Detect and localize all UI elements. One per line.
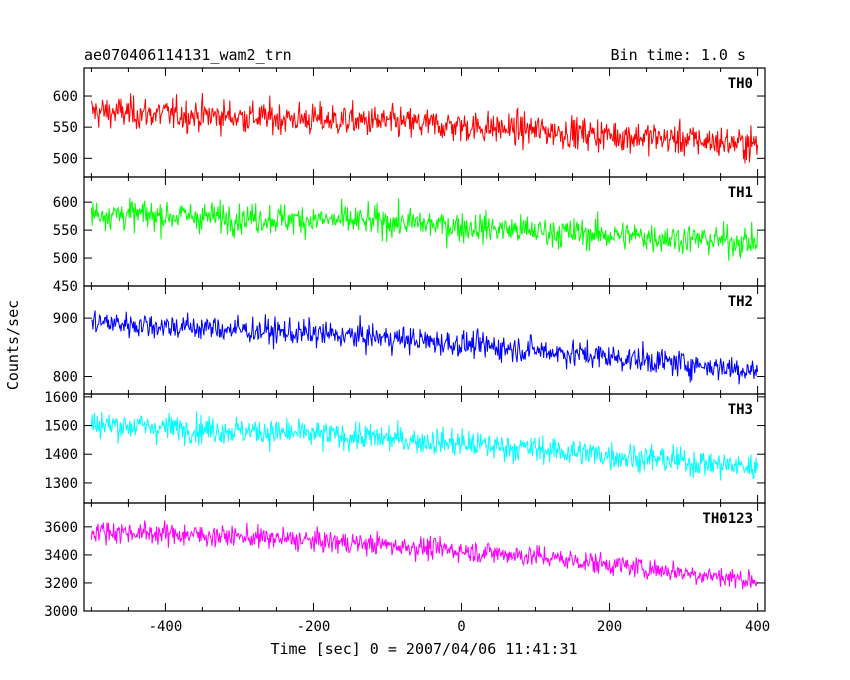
x-tick-label: 200 — [597, 619, 622, 635]
series-th2 — [91, 310, 759, 385]
y-tick-label: 1600 — [44, 390, 78, 406]
y-tick-label: 3200 — [44, 576, 78, 592]
panel-label: TH1 — [728, 185, 753, 201]
y-tick-label: 1300 — [44, 476, 78, 492]
series-th1 — [90, 198, 759, 261]
panel-th0: 500 550 600 TH0 — [53, 67, 766, 178]
y-tick-label: 550 — [53, 223, 78, 239]
panel-th3: 1300 1400 1500 1600 TH3 — [44, 390, 766, 504]
panel-frame — [83, 393, 766, 504]
panel-label: TH2 — [728, 294, 753, 310]
x-axis: -400 -200 0 200 400 — [149, 619, 771, 635]
y-tick-label: 550 — [53, 120, 78, 136]
y-tick-label: 800 — [53, 369, 78, 385]
y-tick-label: 3000 — [44, 604, 78, 620]
y-tick-label: 900 — [53, 311, 78, 327]
x-tick-label: 400 — [745, 619, 770, 635]
y-tick-label: 3400 — [44, 548, 78, 564]
x-tick-label: -400 — [149, 619, 183, 635]
y-tick-label: 500 — [53, 251, 78, 267]
panel-label: TH0123 — [702, 511, 753, 527]
panel-th2: 800 900 TH2 — [53, 285, 766, 395]
y-tick-label: 1500 — [44, 419, 78, 435]
series-th3 — [90, 411, 759, 481]
series-th0123 — [90, 520, 759, 590]
y-tick-label: 450 — [53, 279, 78, 295]
x-tick-label: 0 — [457, 619, 465, 635]
observation-id: ae070406114131_wam2_trn — [84, 46, 292, 64]
panel-label: TH3 — [728, 402, 753, 418]
panel-frame — [83, 502, 766, 612]
panel-th1: 450 500 550 600 TH1 — [53, 176, 766, 295]
x-axis-label: Time [sec] 0 = 2007/04/06 11:41:31 — [270, 640, 577, 658]
y-tick-label: 600 — [53, 89, 78, 105]
panels: 500 550 600 TH0 450 500 550 600 TH1 800 900 TH2 1300… — [44, 67, 766, 620]
series-th0 — [90, 93, 759, 164]
y-tick-label: 500 — [53, 151, 78, 167]
bin-time-label: Bin time: 1.0 s — [611, 46, 746, 64]
panel-frame — [83, 176, 766, 287]
y-tick-label: 3600 — [44, 520, 78, 536]
y-tick-label: 600 — [53, 195, 78, 211]
y-axis-label: Counts/sec — [4, 300, 22, 390]
y-tick-label: 1400 — [44, 447, 78, 463]
panel-label: TH0 — [728, 76, 753, 92]
x-tick-label: -200 — [297, 619, 331, 635]
panel-th0123: 3000 3200 3400 3600 TH0123 — [44, 502, 766, 620]
